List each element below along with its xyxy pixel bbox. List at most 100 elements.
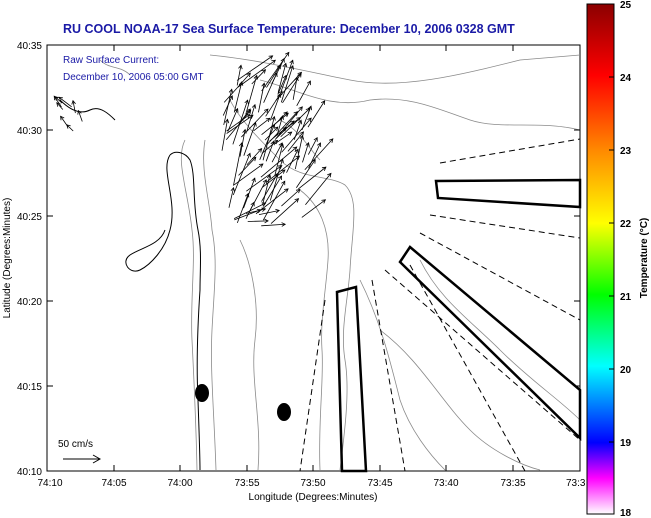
current-vector-head xyxy=(293,111,299,116)
colorbar-tick-label: 24 xyxy=(620,73,632,84)
plot-frame xyxy=(46,44,581,472)
current-vector xyxy=(296,159,316,188)
current-vector-head xyxy=(299,131,304,136)
colorbar-tick-label: 19 xyxy=(620,438,632,449)
current-vector xyxy=(243,177,256,209)
current-vector xyxy=(269,158,283,201)
current-vector-head xyxy=(54,96,60,101)
current-vector xyxy=(308,137,318,155)
current-vector xyxy=(232,153,251,196)
current-vector xyxy=(263,72,278,103)
current-vector xyxy=(260,146,297,178)
current-vector xyxy=(276,115,284,136)
x-tick-label: 73:40 xyxy=(433,478,458,489)
current-vector xyxy=(237,59,276,88)
current-vector xyxy=(261,52,290,92)
y-tick-label: 40:10 xyxy=(17,467,42,478)
current-vector xyxy=(302,142,309,163)
scale-arrow xyxy=(63,454,102,464)
current-vector-head xyxy=(305,141,310,147)
current-vector-head xyxy=(311,159,316,164)
current-vector-head xyxy=(228,88,234,94)
current-vector-head xyxy=(266,174,272,179)
current-vector xyxy=(266,155,300,183)
current-vector-head xyxy=(246,72,251,78)
current-vector xyxy=(233,202,266,219)
current-vector xyxy=(223,89,233,126)
current-vector-head xyxy=(257,148,263,153)
current-vector-head xyxy=(262,179,267,184)
bathymetry-contours xyxy=(99,54,581,471)
current-vector-head xyxy=(60,115,65,121)
current-vector-head xyxy=(281,180,286,186)
x-tick-label: 74:10 xyxy=(37,478,62,489)
current-vector-head xyxy=(321,199,327,204)
current-vector-head xyxy=(306,80,311,86)
current-vector-head xyxy=(279,143,285,149)
current-vector xyxy=(270,198,299,224)
current-vector-head xyxy=(245,114,251,119)
current-vector-head xyxy=(289,59,294,65)
current-vector xyxy=(259,124,275,160)
x-axis: 74:10 74:05 74:00 73:55 73:50 73:45 73:4… xyxy=(37,45,586,503)
current-vector-head xyxy=(251,177,256,183)
current-vector xyxy=(221,119,228,151)
current-vector-head xyxy=(327,172,332,178)
x-axis-label: Longitude (Degrees:Minutes) xyxy=(249,492,378,503)
current-vector-head xyxy=(276,64,281,70)
current-vector-head xyxy=(261,69,267,74)
current-vector xyxy=(56,102,64,110)
current-vector xyxy=(301,199,326,218)
colorbar xyxy=(586,3,615,515)
current-vector-head xyxy=(282,126,287,132)
current-vector-head xyxy=(281,222,287,227)
current-vector-head xyxy=(58,96,64,102)
current-vector-head xyxy=(261,202,267,207)
current-vector xyxy=(261,140,278,154)
current-vector xyxy=(247,220,269,222)
current-vector xyxy=(66,124,74,132)
current-vector xyxy=(269,93,281,121)
current-vector xyxy=(223,72,251,103)
current-vector-head xyxy=(275,208,280,214)
current-vector-head xyxy=(307,105,312,111)
current-vector xyxy=(294,135,303,170)
current-vector xyxy=(301,106,312,131)
current-vector xyxy=(305,173,332,206)
colorbar-tick-label: 20 xyxy=(620,365,632,376)
y-tick-label: 40:35 xyxy=(17,41,42,52)
x-tick-label: 73:55 xyxy=(234,478,259,489)
current-vector-head xyxy=(307,117,312,123)
current-vector-head xyxy=(294,198,300,203)
current-vector xyxy=(266,64,281,88)
current-vector-head xyxy=(289,65,294,70)
current-vector xyxy=(292,77,298,100)
current-vector-head xyxy=(294,148,299,154)
scale-label: 50 cm/s xyxy=(58,439,93,450)
current-vector xyxy=(236,65,242,86)
current-vector xyxy=(239,129,246,157)
current-vector xyxy=(287,131,304,152)
colorbar-tick-label: 23 xyxy=(620,146,632,157)
current-vector-head xyxy=(276,93,282,98)
current-vector xyxy=(286,149,299,173)
colorbar-ticks: 25 24 23 22 21 20 19 18 Temperature (°C) xyxy=(609,0,650,518)
current-vector xyxy=(278,117,301,135)
current-vector-head xyxy=(271,115,276,121)
current-vector xyxy=(233,163,264,186)
current-vector-head xyxy=(246,152,251,158)
current-vector-head xyxy=(282,74,287,80)
y-tick-label: 40:20 xyxy=(17,297,42,308)
current-vector xyxy=(281,117,312,153)
current-vector-head xyxy=(248,114,254,119)
current-vector-head xyxy=(295,155,301,160)
y-axis: 40:35 40:30 40:25 40:20 40:15 40:10 Lati… xyxy=(2,41,580,478)
y-axis-label: Latitude (Degrees:Minutes) xyxy=(2,198,13,319)
x-tick-label: 74:05 xyxy=(101,478,126,489)
current-vector-head xyxy=(299,134,305,140)
current-vector-head xyxy=(56,102,61,107)
current-vector xyxy=(253,117,271,132)
current-vector xyxy=(280,60,294,92)
current-vector-head xyxy=(277,165,283,170)
current-vector xyxy=(262,175,282,207)
